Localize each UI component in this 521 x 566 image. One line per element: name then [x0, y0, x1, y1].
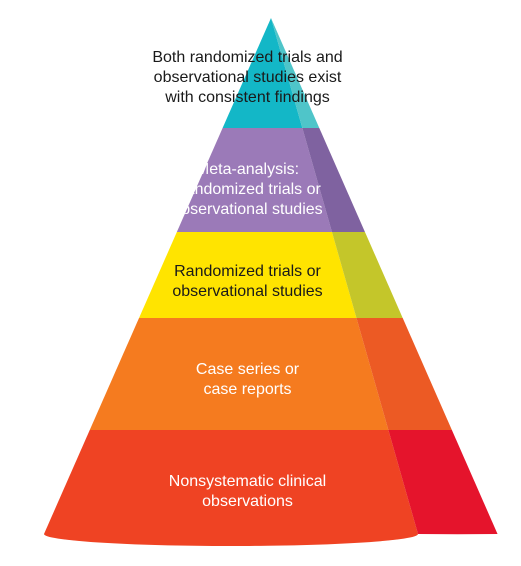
- evidence-pyramid: Both randomized trials and observational…: [0, 0, 521, 566]
- level-3-front: [139, 232, 356, 318]
- level-2-front: [90, 318, 389, 430]
- level-1-base-front: [44, 430, 418, 546]
- pyramid-svg: [0, 0, 521, 566]
